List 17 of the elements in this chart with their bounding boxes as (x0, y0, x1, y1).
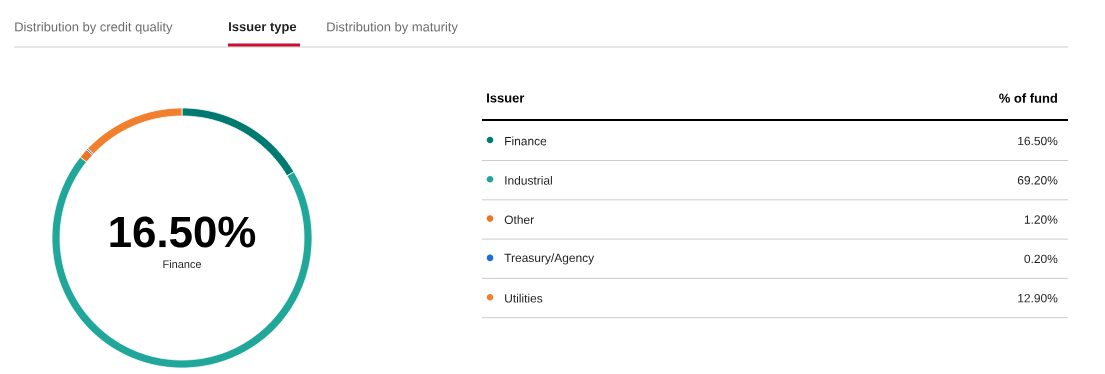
text: Finance (163, 259, 202, 269)
text: Distribution by credit quality (15, 21, 173, 35)
text: % of fund (999, 93, 1057, 103)
legend-label: Other (504, 215, 534, 224)
text: Distribution by maturity (327, 21, 458, 35)
data-label: 16.50% (1018, 136, 1058, 146)
data-label: 69.20% (1017, 176, 1058, 185)
data-label: 1.20% (1024, 215, 1058, 224)
legend-label: Finance (505, 136, 547, 146)
legend-title: Issuer (487, 93, 525, 103)
legend-label: Utilities (505, 293, 543, 303)
text: 16.50% (110, 216, 256, 248)
legend-label: Industrial (505, 175, 552, 185)
legend-label: Treasury/Agency (504, 253, 595, 265)
text: Issuer type (229, 22, 297, 34)
data-label: 0.20% (1024, 254, 1058, 264)
data-label: 12.90% (1018, 293, 1058, 303)
